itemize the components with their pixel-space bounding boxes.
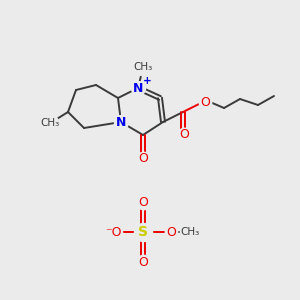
- Text: +: +: [142, 76, 152, 86]
- Text: N: N: [133, 82, 143, 94]
- Text: CH₃: CH₃: [180, 227, 200, 237]
- Text: O: O: [166, 226, 176, 238]
- Text: CH₃: CH₃: [134, 62, 153, 72]
- Text: N: N: [116, 116, 126, 128]
- Text: O: O: [200, 95, 210, 109]
- Text: S: S: [138, 225, 148, 239]
- Text: O: O: [138, 256, 148, 268]
- Text: O: O: [179, 128, 189, 142]
- Text: ⁻O: ⁻O: [105, 226, 121, 238]
- Text: O: O: [138, 196, 148, 208]
- Text: CH₃: CH₃: [40, 118, 60, 128]
- Text: O: O: [138, 152, 148, 166]
